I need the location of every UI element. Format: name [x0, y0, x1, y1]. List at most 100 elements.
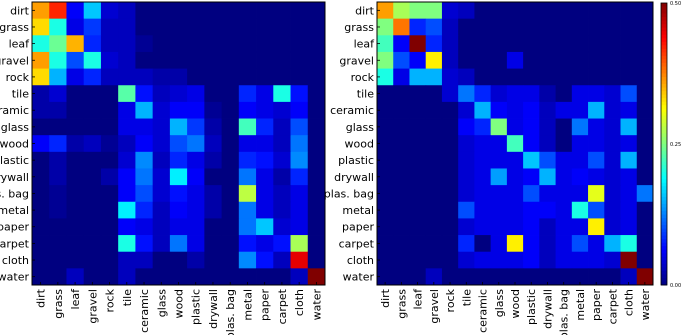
heatmap-cell	[118, 68, 136, 86]
x-tick-label: cloth	[623, 289, 636, 316]
heatmap-cell	[588, 68, 605, 86]
heatmap-cell	[118, 151, 136, 169]
heatmap-cell	[83, 185, 102, 203]
heatmap-cell	[539, 2, 556, 20]
heatmap-cell	[169, 168, 188, 186]
heatmap-cell	[506, 18, 524, 36]
heatmap-cell	[118, 268, 136, 286]
colorbar-segment	[661, 274, 667, 279]
heatmap-cell	[204, 218, 222, 236]
heatmap-cell	[393, 268, 410, 286]
heatmap-cell	[588, 35, 605, 53]
heatmap-cell	[221, 118, 240, 136]
colorbar-segment	[661, 179, 667, 184]
y-tick-label: rock	[351, 71, 375, 84]
heatmap-cell	[425, 168, 443, 186]
heatmap-cell	[604, 51, 621, 69]
heatmap-cell	[441, 18, 459, 36]
heatmap-cell	[555, 85, 573, 103]
heatmap-cell	[83, 18, 102, 36]
colorbar-segment	[661, 17, 667, 22]
heatmap-cell	[539, 235, 556, 253]
heatmap-cell	[152, 185, 171, 203]
x-tick-label: dirt	[35, 288, 48, 308]
heatmap-cell	[273, 185, 291, 203]
heatmap-cell	[204, 251, 222, 269]
heatmap-cell	[307, 85, 326, 103]
heatmap-cell	[66, 185, 85, 203]
heatmap-cell	[290, 235, 309, 253]
heatmap-cell	[490, 101, 508, 119]
colorbar-segment	[661, 115, 667, 120]
heatmap-cell	[539, 35, 556, 53]
heatmap-cell	[273, 85, 291, 103]
colorbar-segment	[661, 253, 667, 258]
heatmap-cell	[135, 101, 154, 119]
heatmap-cell	[238, 168, 257, 186]
heatmap-cell	[636, 35, 654, 53]
heatmap-cell	[539, 151, 556, 169]
heatmap-cell	[458, 151, 475, 169]
x-tick-label: leaf	[69, 288, 82, 310]
heatmap-cell	[135, 35, 154, 53]
colorbar-segment	[661, 3, 667, 7]
heatmap-cell	[523, 118, 540, 136]
heatmap-cell	[187, 185, 205, 203]
colorbar-segment	[661, 246, 667, 251]
heatmap-cell	[474, 185, 492, 203]
heatmap-cell	[539, 201, 556, 219]
heatmap-cell	[307, 185, 326, 203]
heatmap-cell	[307, 201, 326, 219]
y-tick-label: drywall	[0, 171, 29, 184]
colorbar-segment	[661, 144, 667, 148]
heatmap-cell	[523, 168, 540, 186]
heatmap-cell	[290, 101, 309, 119]
heatmap-cell	[571, 135, 589, 153]
colorbar-segment	[661, 38, 667, 43]
heatmap-cell	[273, 68, 291, 86]
heatmap-cell	[83, 35, 102, 53]
heatmap-cell	[458, 68, 475, 86]
heatmap-cell	[620, 2, 638, 20]
heatmap-cell	[187, 118, 205, 136]
heatmap-cell	[100, 268, 119, 286]
heatmap-cell	[256, 251, 274, 269]
heatmap-cell	[490, 68, 508, 86]
heatmap-cell	[187, 218, 205, 236]
heatmap-cell	[238, 2, 257, 20]
heatmap-cell	[290, 2, 309, 20]
heatmap-cell	[169, 268, 188, 286]
heatmap-cell	[571, 168, 589, 186]
x-tick-label: carpet	[276, 288, 289, 324]
heatmap-cell	[152, 268, 171, 286]
heatmap-cell	[474, 218, 492, 236]
heatmap-cell	[571, 268, 589, 286]
heatmap-cell	[636, 68, 654, 86]
heatmap-cell	[425, 151, 443, 169]
heatmap-cell	[458, 18, 475, 36]
heatmap-cell	[238, 35, 257, 53]
heatmap-cell	[425, 251, 443, 269]
heatmap-cell	[555, 185, 573, 203]
heatmap-cell	[169, 151, 188, 169]
y-tick-label: wood	[0, 138, 29, 151]
heatmap-cell	[204, 2, 222, 20]
heatmap-cell	[571, 185, 589, 203]
heatmap-cell	[187, 68, 205, 86]
heatmap-cell	[135, 118, 154, 136]
heatmap-cell	[187, 201, 205, 219]
heatmap-cell	[377, 251, 394, 269]
heatmap-cell	[571, 85, 589, 103]
colorbar-segment	[661, 77, 667, 81]
heatmap-cell	[118, 85, 136, 103]
heatmap-cell	[571, 235, 589, 253]
heatmap-cell	[238, 101, 257, 119]
heatmap-cell	[555, 101, 573, 119]
heatmap-cell	[66, 68, 85, 86]
heatmap-cell	[425, 201, 443, 219]
heatmap-cell	[588, 201, 605, 219]
heatmap-cell	[256, 51, 274, 69]
heatmap-cell	[49, 251, 67, 269]
heatmap-cell	[169, 118, 188, 136]
heatmap-cell	[636, 51, 654, 69]
